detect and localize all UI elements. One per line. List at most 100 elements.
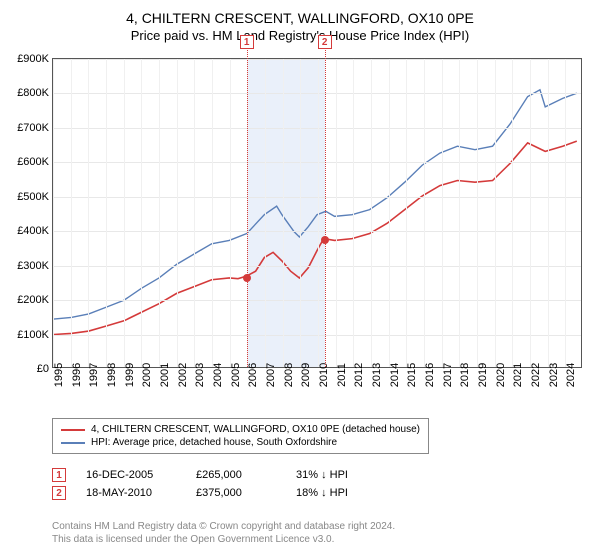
- x-axis-label: 2024: [565, 363, 577, 387]
- sales-row-price: £265,000: [196, 469, 276, 481]
- chart-title-line1: 4, CHILTERN CRESCENT, WALLINGFORD, OX10 …: [0, 0, 600, 26]
- grid-line-v: [300, 59, 301, 367]
- legend-swatch: [61, 442, 85, 444]
- grid-line-v: [424, 59, 425, 367]
- x-axis-label: 1997: [88, 363, 100, 387]
- legend-label: HPI: Average price, detached house, Sout…: [91, 437, 337, 448]
- sales-row: 218-MAY-2010£375,00018% ↓ HPI: [52, 484, 386, 502]
- marker-line: [325, 47, 326, 367]
- sales-row-diff: 31% ↓ HPI: [296, 469, 386, 481]
- x-axis-label: 2017: [442, 363, 454, 387]
- x-axis-label: 1999: [124, 363, 136, 387]
- grid-line-v: [565, 59, 566, 367]
- y-axis-label: £200K: [5, 294, 49, 306]
- grid-line-h: [53, 93, 581, 94]
- y-axis-label: £800K: [5, 87, 49, 99]
- y-axis-label: £900K: [5, 53, 49, 65]
- x-axis-label: 2023: [548, 363, 560, 387]
- grid-line-h: [53, 59, 581, 60]
- x-axis-label: 2014: [389, 363, 401, 387]
- sales-row-date: 16-DEC-2005: [86, 469, 176, 481]
- legend-swatch: [61, 429, 85, 431]
- grid-line-v: [106, 59, 107, 367]
- grid-line-v: [53, 59, 54, 367]
- x-axis-label: 2016: [424, 363, 436, 387]
- sales-row-id: 1: [52, 468, 66, 482]
- grid-line-v: [124, 59, 125, 367]
- marker-id-box: 2: [318, 35, 332, 49]
- grid-line-v: [459, 59, 460, 367]
- grid-line-h: [53, 197, 581, 198]
- x-axis-label: 2002: [177, 363, 189, 387]
- grid-line-v: [194, 59, 195, 367]
- chart-container: 4, CHILTERN CRESCENT, WALLINGFORD, OX10 …: [0, 0, 600, 560]
- grid-line-v: [177, 59, 178, 367]
- y-axis-label: £0: [5, 363, 49, 375]
- series-line-price_paid: [54, 141, 577, 334]
- grid-line-v: [495, 59, 496, 367]
- grid-line-v: [141, 59, 142, 367]
- grid-line-v: [548, 59, 549, 367]
- grid-line-v: [353, 59, 354, 367]
- y-axis-label: £400K: [5, 225, 49, 237]
- x-axis-label: 2006: [247, 363, 259, 387]
- legend-row: 4, CHILTERN CRESCENT, WALLINGFORD, OX10 …: [61, 423, 420, 436]
- x-axis-label: 1998: [106, 363, 118, 387]
- grid-line-h: [53, 300, 581, 301]
- x-axis-label: 2022: [530, 363, 542, 387]
- legend-label: 4, CHILTERN CRESCENT, WALLINGFORD, OX10 …: [91, 424, 420, 435]
- grid-line-v: [88, 59, 89, 367]
- grid-line-h: [53, 128, 581, 129]
- x-axis-label: 2012: [353, 363, 365, 387]
- grid-line-v: [512, 59, 513, 367]
- marker-id-box: 1: [240, 35, 254, 49]
- x-axis-label: 2008: [283, 363, 295, 387]
- grid-line-v: [159, 59, 160, 367]
- y-axis-label: £500K: [5, 191, 49, 203]
- x-axis-label: 2004: [212, 363, 224, 387]
- footnote: Contains HM Land Registry data © Crown c…: [52, 520, 395, 546]
- x-axis-label: 1996: [71, 363, 83, 387]
- x-axis-label: 2001: [159, 363, 171, 387]
- grid-line-v: [530, 59, 531, 367]
- grid-line-v: [406, 59, 407, 367]
- marker-dot: [321, 236, 329, 244]
- x-axis-label: 2005: [230, 363, 242, 387]
- y-axis-label: £700K: [5, 122, 49, 134]
- chart-svg: [53, 59, 581, 367]
- grid-line-v: [336, 59, 337, 367]
- legend: 4, CHILTERN CRESCENT, WALLINGFORD, OX10 …: [52, 418, 429, 454]
- x-axis-label: 2009: [300, 363, 312, 387]
- y-axis-label: £600K: [5, 156, 49, 168]
- grid-line-h: [53, 335, 581, 336]
- x-axis-label: 2015: [406, 363, 418, 387]
- chart-title-line2: Price paid vs. HM Land Registry's House …: [0, 26, 600, 49]
- x-axis-label: 2011: [336, 363, 348, 387]
- grid-line-v: [212, 59, 213, 367]
- sales-row: 1 16-DEC-2005 £265,000 31% ↓ HPI: [52, 466, 386, 484]
- sales-row-id: 2: [52, 486, 66, 500]
- y-axis-label: £100K: [5, 329, 49, 341]
- x-axis-label: 1995: [53, 363, 65, 387]
- x-axis-label: 2021: [512, 363, 524, 387]
- grid-line-v: [318, 59, 319, 367]
- plot-area: £0£100K£200K£300K£400K£500K£600K£700K£80…: [52, 58, 582, 368]
- y-axis-label: £300K: [5, 260, 49, 272]
- legend-row: HPI: Average price, detached house, Sout…: [61, 436, 420, 449]
- grid-line-v: [283, 59, 284, 367]
- grid-line-v: [389, 59, 390, 367]
- x-axis-label: 2000: [141, 363, 153, 387]
- marker-dot: [243, 274, 251, 282]
- x-axis-label: 2018: [459, 363, 471, 387]
- sales-table: 1 16-DEC-2005 £265,000 31% ↓ HPI 2 18-MAY-201…: [52, 466, 386, 502]
- grid-line-h: [53, 266, 581, 267]
- sales-row-diff: 18% ↓ HPI: [296, 487, 386, 499]
- x-axis-label: 2013: [371, 363, 383, 387]
- sales-row-date: 18-MAY-2010: [86, 487, 176, 499]
- grid-line-v: [442, 59, 443, 367]
- x-axis-label: 2019: [477, 363, 489, 387]
- footnote-line2: This data is licensed under the Open Gov…: [52, 533, 395, 546]
- grid-line-v: [371, 59, 372, 367]
- marker-line: [247, 47, 248, 367]
- grid-line-h: [53, 162, 581, 163]
